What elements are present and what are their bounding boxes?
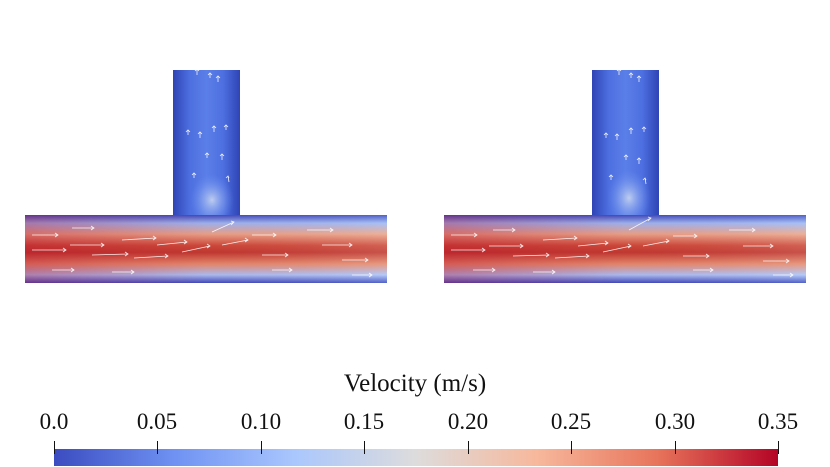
colorbar-tick-label: 0.15	[343, 409, 385, 434]
colorbar: 0.0 0.05 0.10 0.15 0.20 0.25 0.30 0.35	[40, 409, 798, 467]
colorbar-tick	[364, 441, 365, 454]
tjunction-field-left	[25, 68, 387, 283]
colorbar-tick	[468, 441, 469, 454]
colorbar-tick	[157, 441, 158, 454]
colorbar-tick	[571, 441, 572, 454]
velocity-arrows	[32, 68, 373, 278]
colorbar-tick-label: 0.30	[654, 409, 696, 434]
right-tjunction-velocity-plot	[441, 60, 811, 292]
colorbar-tick	[54, 441, 55, 454]
tjunction-field-right	[444, 68, 806, 283]
colorbar-tick-label: 0.10	[240, 409, 282, 434]
colorbar-gradient	[54, 449, 778, 466]
colorbar-tick-label: 0.20	[447, 409, 489, 434]
colorbar-tick	[778, 441, 779, 454]
colorbar-title: Velocity (m/s)	[343, 370, 487, 397]
colorbar-tick	[261, 441, 262, 454]
colorbar-tick-label: 0.05	[136, 409, 178, 434]
colorbar-tick-label: 0.35	[757, 409, 799, 434]
colorbar-tick-label: 0.25	[550, 409, 592, 434]
left-tjunction-velocity-plot	[22, 60, 392, 292]
colorbar-tick	[675, 441, 676, 454]
velocity-arrows	[451, 68, 794, 278]
colorbar-tick-label: 0.0	[39, 409, 69, 434]
